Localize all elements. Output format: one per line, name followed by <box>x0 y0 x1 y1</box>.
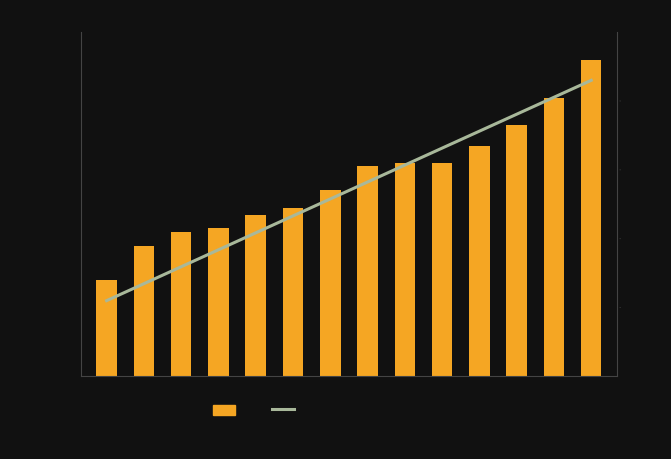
Bar <box>432 163 452 376</box>
Bar <box>171 232 191 376</box>
Bar <box>97 280 117 376</box>
Bar <box>208 228 229 376</box>
Legend: , : , <box>213 405 303 415</box>
Bar <box>282 207 303 376</box>
Bar <box>507 125 527 376</box>
Bar <box>320 190 341 376</box>
Bar <box>134 246 154 376</box>
Bar <box>544 98 564 376</box>
Bar <box>246 214 266 376</box>
Bar <box>581 60 601 376</box>
Bar <box>469 146 490 376</box>
Bar <box>357 166 378 376</box>
Bar <box>395 163 415 376</box>
